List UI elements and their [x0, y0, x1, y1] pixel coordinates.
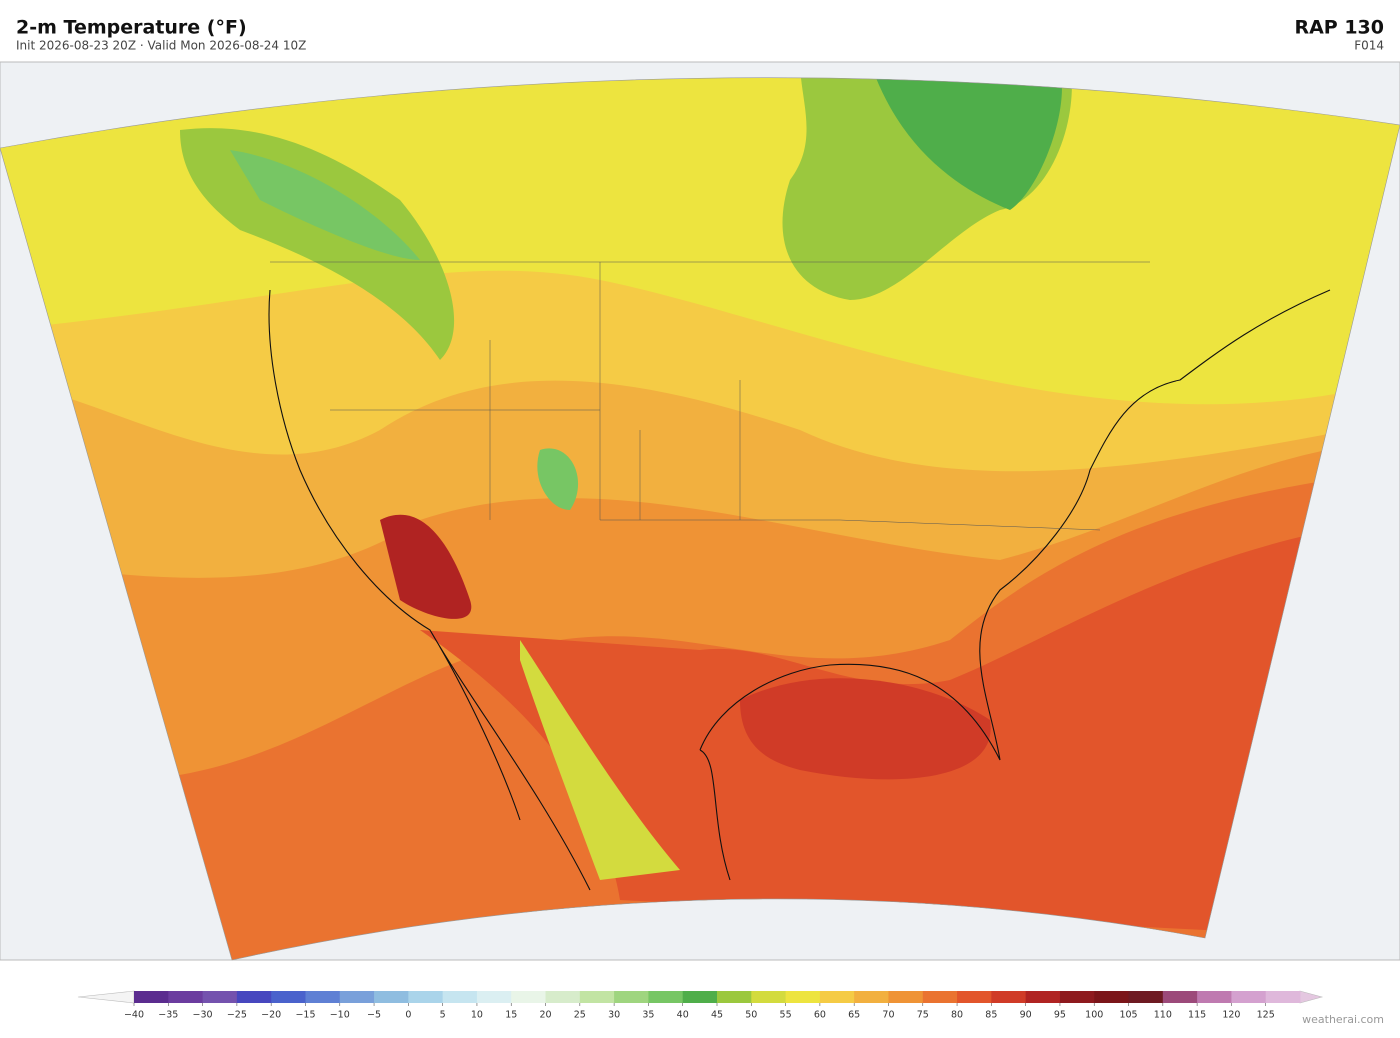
colorbar-segment	[511, 991, 547, 1003]
model-name: RAP 130	[1294, 17, 1384, 39]
colorbar-tick-label: 125	[1257, 1010, 1275, 1021]
colorbar-segment	[476, 991, 512, 1003]
colorbar-segment	[751, 991, 787, 1003]
colorbar-tick-label: 90	[1020, 1010, 1032, 1021]
colorbar-tick-label: 35	[642, 1010, 654, 1021]
colorbar-tick-label: 40	[677, 1010, 689, 1021]
colorbar-segment	[134, 991, 169, 1003]
colorbar-segment	[202, 991, 238, 1003]
subtitle: Init 2026-08-23 20Z · Valid Mon 2026-08-…	[16, 39, 306, 53]
borders	[270, 261, 1150, 531]
colorbar-segment	[168, 991, 204, 1003]
colorbar-tick-label: 0	[405, 1010, 411, 1021]
temperature-field	[0, 77, 1400, 961]
colorbar-segment	[991, 991, 1027, 1003]
colorbar-tick-label: −10	[330, 1010, 350, 1021]
credit: weatherai.com	[1302, 1013, 1384, 1026]
colorbar-tick-label: 115	[1188, 1010, 1206, 1021]
colorbar-segment	[682, 991, 718, 1003]
colorbar-segment	[579, 991, 615, 1003]
colorbar-tick-label: −40	[124, 1010, 144, 1021]
colorbar-segment	[648, 991, 684, 1003]
colorbar-segment	[785, 991, 821, 1003]
colorbar-tick-label: −35	[158, 1010, 178, 1021]
colorbar-tick-label: 70	[882, 1010, 894, 1021]
colorbar-tick-label: 110	[1154, 1010, 1172, 1021]
title: 2-m Temperature (°F)	[16, 17, 247, 39]
colorbar-tick-label: −25	[227, 1010, 247, 1021]
colorbar-extend-high	[1299, 990, 1324, 1004]
colorbar-segment	[922, 991, 958, 1003]
colorbar-segment	[1197, 991, 1232, 1003]
colorbar-tick-label: 30	[608, 1010, 620, 1021]
colorbar-segment	[1265, 991, 1301, 1003]
colorbar-extend-low	[77, 990, 135, 1004]
colorbar-segment	[957, 991, 992, 1003]
colorbar-tick-label: 100	[1085, 1010, 1103, 1021]
colorbar-tick-label: 45	[711, 1010, 723, 1021]
colorbar-tick-label: 75	[917, 1010, 929, 1021]
colorbar-tick-label: 10	[471, 1010, 483, 1021]
colorbar-tick-label: 85	[985, 1010, 997, 1021]
colorbar-segment	[717, 991, 752, 1003]
colorbar-segment	[1094, 991, 1130, 1003]
colorbar: −40 −35 −30 −25 −20 −15 −10 −5 0 5 10 15 20 25 30 35 40 4…	[77, 990, 1324, 1021]
colorbar-segment	[1231, 991, 1267, 1003]
colorbar-segment	[545, 991, 581, 1003]
colorbar-tick-label: 25	[574, 1010, 586, 1021]
colorbar-tick-label: 105	[1119, 1010, 1137, 1021]
colorbar-segment	[1128, 991, 1164, 1003]
colorbar-tick-label: −5	[367, 1010, 381, 1021]
colorbar-segment	[614, 991, 649, 1003]
colorbar-segment	[1162, 991, 1198, 1003]
colorbar-segment	[408, 991, 444, 1003]
colorbar-segment	[442, 991, 478, 1003]
colorbar-segment	[854, 991, 889, 1003]
colorbar-tick-label: 5	[440, 1010, 446, 1021]
colorbar-segment	[1025, 991, 1061, 1003]
colorbar-tick-label: 20	[539, 1010, 551, 1021]
colorbar-segment	[305, 991, 341, 1003]
colorbar-tick-label: 120	[1222, 1010, 1240, 1021]
colorbar-tick-label: −20	[261, 1010, 281, 1021]
colorbar-segment	[819, 991, 855, 1003]
colorbar-segment	[236, 991, 272, 1003]
coastline	[268, 289, 1331, 891]
colorbar-tick-label: −15	[295, 1010, 315, 1021]
colorbar-segment	[339, 991, 375, 1003]
colorbar-segment	[888, 991, 924, 1003]
forecast-hour: F014	[1354, 39, 1384, 53]
colorbar-tick-label: 95	[1054, 1010, 1066, 1021]
colorbar-segment	[271, 991, 306, 1003]
colorbar-tick-label: 50	[745, 1010, 757, 1021]
colorbar-tick-label: 65	[848, 1010, 860, 1021]
colorbar-segment	[374, 991, 409, 1003]
colorbar-tick-label: −30	[193, 1010, 213, 1021]
colorbar-tick-label: 60	[814, 1010, 826, 1021]
colorbar-segment	[1059, 991, 1095, 1003]
domain-outline	[0, 77, 1400, 961]
colorbar-tick-label: 15	[505, 1010, 517, 1021]
colorbar-tick-label: 80	[951, 1010, 963, 1021]
colorbar-tick-label: 55	[780, 1010, 792, 1021]
